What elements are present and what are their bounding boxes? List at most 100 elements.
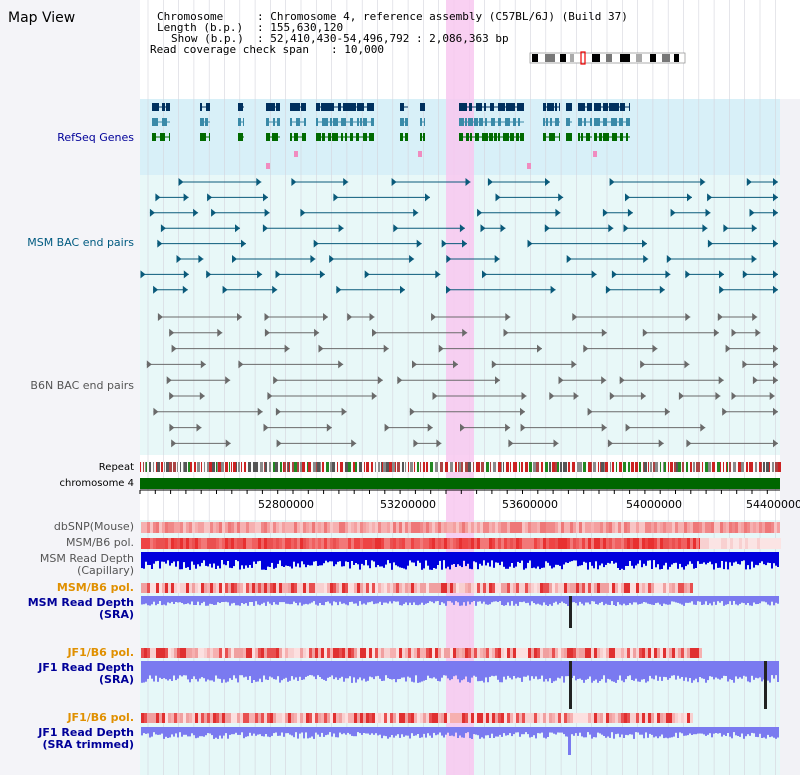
heat-cell — [231, 538, 234, 549]
depth-tracks[interactable] — [141, 552, 779, 755]
repeat-track[interactable] — [140, 462, 781, 472]
depth-bar — [159, 596, 161, 601]
gene-exon — [316, 103, 320, 111]
depth-bar — [677, 727, 679, 738]
repeat-label[interactable]: Repeat — [99, 462, 134, 473]
chromosome-ideogram[interactable] — [529, 51, 686, 65]
depth-bar — [555, 596, 557, 602]
heat-cell — [312, 538, 315, 549]
repeat-element — [468, 462, 471, 472]
gene-exon — [152, 103, 159, 111]
depth-bar — [579, 727, 581, 733]
heat-tracks[interactable] — [141, 522, 781, 723]
gene-exon — [330, 118, 332, 126]
depth-bar — [663, 552, 665, 566]
heat-cell — [231, 648, 234, 658]
depth-bar — [297, 552, 299, 564]
repeat-element — [674, 462, 676, 472]
gene-exon — [345, 133, 347, 141]
depth-bar — [485, 727, 487, 736]
heat-cell — [300, 538, 303, 549]
refseq-genes-label[interactable]: RefSeq Genes — [57, 131, 134, 144]
heat-cell — [718, 538, 721, 549]
depth-bar — [491, 661, 493, 676]
depth-bar — [229, 727, 231, 735]
depth-bar — [549, 727, 551, 733]
depth-bar — [505, 661, 507, 680]
bac-end — [643, 255, 649, 263]
depth-bar — [301, 552, 303, 562]
bac-end — [640, 392, 646, 400]
chromosome-bar[interactable] — [140, 478, 780, 489]
heat-cell — [519, 538, 522, 549]
b6n-bac-track[interactable] — [146, 313, 778, 448]
refseq-genes-track[interactable] — [152, 103, 630, 169]
depth-bar — [497, 552, 499, 563]
depth-bar — [427, 661, 429, 676]
depth-bar — [255, 661, 257, 682]
depth-bar — [331, 661, 333, 676]
msm-b6-pol-sra-label[interactable]: MSM/B6 pol. — [57, 581, 134, 594]
depth-bar — [595, 661, 597, 680]
gene-exon — [316, 133, 321, 141]
gene-exon — [546, 118, 548, 126]
depth-bar — [349, 661, 351, 677]
heat-cell — [564, 648, 567, 658]
bac-end — [609, 392, 615, 400]
depth-bar — [259, 727, 261, 735]
repeat-element — [490, 462, 491, 472]
msm-bac-label[interactable]: MSM BAC end pairs — [27, 236, 134, 249]
jf1-b6-pol-label[interactable]: JF1/B6 pol. — [66, 646, 134, 659]
bac-end — [198, 255, 204, 263]
depth-bar — [589, 727, 591, 735]
b6n-bac-label[interactable]: B6N BAC end pairs — [30, 379, 134, 392]
depth-bar — [707, 596, 709, 605]
depth-bar — [347, 552, 349, 562]
heat-cell — [294, 522, 297, 533]
bac-end — [751, 255, 757, 263]
bac-end — [465, 178, 471, 186]
depth-bar — [689, 552, 691, 562]
jf1-b6-pol-trim-label[interactable]: JF1/B6 pol. — [66, 711, 134, 724]
bac-end — [275, 270, 281, 279]
depth-bar — [419, 727, 421, 738]
heat-cell — [456, 522, 459, 533]
depth-bar — [729, 552, 731, 563]
bac-end — [500, 224, 506, 233]
chromosome-label[interactable]: chromosome 4 — [60, 478, 134, 489]
jf1-read-depth-trim-label[interactable]: JF1 Read Depth — [37, 726, 134, 739]
msm-read-depth-capillary-label[interactable]: MSM Read Depth — [40, 552, 134, 565]
depth-bar — [671, 661, 673, 676]
depth-bar — [423, 596, 425, 605]
repeat-element — [289, 462, 290, 472]
depth-bar — [187, 596, 189, 604]
selection-highlight[interactable] — [446, 0, 474, 775]
heat-cell — [522, 713, 525, 723]
jf1-read-depth-sra-label[interactable]: JF1 Read Depth — [37, 661, 134, 674]
heat-cell — [630, 538, 633, 549]
depth-bar — [583, 552, 585, 562]
msm-read-depth-sra-label[interactable]: MSM Read Depth — [28, 596, 134, 609]
heat-cell — [372, 522, 375, 533]
heat-cell — [624, 713, 627, 723]
heat-cell — [144, 648, 147, 658]
heat-cell — [165, 583, 168, 593]
gene-exon — [479, 118, 483, 126]
heat-cell — [390, 648, 393, 658]
dbsnp-label[interactable]: dbSNP(Mouse) — [54, 520, 134, 533]
depth-bar — [691, 596, 693, 602]
heat-cell — [606, 648, 609, 658]
depth-bar — [225, 596, 227, 602]
msm-b6-pol-label[interactable]: MSM/B6 pol. — [66, 536, 134, 549]
heat-cell — [306, 583, 309, 593]
depth-bar — [183, 596, 185, 605]
depth-bar — [417, 552, 419, 561]
heat-cell — [294, 538, 297, 549]
heat-cell — [444, 648, 447, 658]
heat-cell — [429, 522, 432, 533]
msm-bac-track[interactable] — [140, 178, 779, 294]
heat-cell — [648, 538, 651, 549]
heat-cell — [504, 583, 507, 593]
depth-bar — [467, 661, 469, 682]
